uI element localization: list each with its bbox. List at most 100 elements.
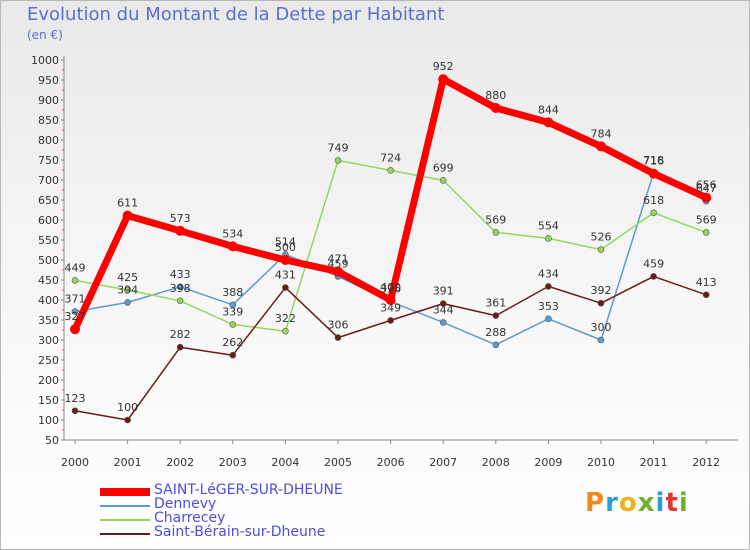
data-point-dennevy <box>176 283 184 291</box>
data-label-saint-le-ger-sur-dheune: 471 <box>328 253 349 266</box>
data-point-charrecey <box>334 157 342 164</box>
data-point-saint-le-ger-sur-dheune <box>227 241 238 252</box>
y-tick-label: 550 <box>38 234 59 247</box>
data-label-dennevy: 514 <box>275 235 296 248</box>
legend-label-charrecey: Charrecey <box>154 510 226 526</box>
data-label-dennevy: 396 <box>380 283 401 296</box>
y-tick-label: 850 <box>38 114 59 127</box>
x-tick-label: 2004 <box>271 456 299 469</box>
data-label-charrecey: 724 <box>380 151 401 164</box>
data-point-saint-be-rain-sur-dheune <box>124 416 131 424</box>
data-label-saint-le-ger-sur-dheune: 611 <box>117 197 138 210</box>
legend-label-saint-berain: Saint-Bérain-sur-Dheune <box>154 524 326 540</box>
data-label-saint-be-rain-sur-dheune: 282 <box>170 328 191 341</box>
x-tick-label: 2003 <box>219 456 247 469</box>
data-point-saint-le-ger-sur-dheune <box>385 295 396 305</box>
data-label-saint-be-rain-sur-dheune: 100 <box>117 401 138 414</box>
x-tick-label: 2010 <box>587 456 615 469</box>
data-label-dennevy: 394 <box>117 283 138 296</box>
data-point-dennevy <box>71 308 79 315</box>
data-point-charrecey <box>282 327 289 335</box>
data-point-saint-le-ger-sur-dheune <box>596 141 606 152</box>
x-tick-label: 2009 <box>534 456 562 469</box>
y-tick-label: 300 <box>38 334 59 347</box>
data-point-saint-be-rain-sur-dheune <box>597 299 605 307</box>
data-label-saint-be-rain-sur-dheune: 306 <box>328 319 349 332</box>
data-label-charrecey: 569 <box>485 213 506 226</box>
data-point-saint-le-ger-sur-dheune <box>438 74 449 85</box>
y-tick-label: 150 <box>38 394 59 407</box>
y-tick-label: 750 <box>38 154 59 167</box>
x-tick-label: 2001 <box>114 456 142 469</box>
data-label-saint-le-ger-sur-dheune: 784 <box>591 127 612 140</box>
line-chart: 50 100 150 200 250 300 350 400 450 500 550 600 650 70… <box>31 54 738 469</box>
data-point-saint-be-rain-sur-dheune <box>229 351 237 359</box>
data-label-charrecey: 449 <box>65 261 86 274</box>
data-point-saint-le-ger-sur-dheune <box>543 117 554 128</box>
data-label-charrecey: 554 <box>538 219 559 232</box>
data-label-charrecey: 425 <box>117 271 138 284</box>
y-tick-label: 350 <box>38 314 59 327</box>
x-tick-label: 2008 <box>482 456 510 469</box>
data-label-dennevy: 718 <box>643 154 664 167</box>
data-label-saint-be-rain-sur-dheune: 392 <box>591 284 612 297</box>
data-point-charrecey <box>71 277 79 284</box>
data-point-charrecey <box>229 321 237 328</box>
data-point-saint-be-rain-sur-dheune <box>176 343 184 351</box>
y-tick-label: 700 <box>38 174 59 187</box>
data-label-saint-le-ger-sur-dheune: 500 <box>275 241 296 254</box>
data-point-saint-le-ger-sur-dheune <box>701 192 712 203</box>
data-label-dennevy: 371 <box>65 293 86 306</box>
proxiti-logo: Proxiti <box>585 488 689 518</box>
data-label-saint-le-ger-sur-dheune: 534 <box>222 227 243 240</box>
x-tick-label: 2002 <box>166 456 194 469</box>
data-label-charrecey: 749 <box>328 141 349 154</box>
data-point-saint-le-ger-sur-dheune <box>648 168 659 179</box>
data-point-saint-le-ger-sur-dheune <box>122 210 133 221</box>
y-tick-label: 100 <box>38 414 59 427</box>
data-point-dennevy <box>492 341 500 349</box>
data-label-saint-le-ger-sur-dheune: 952 <box>433 60 454 73</box>
data-point-charrecey <box>124 286 131 294</box>
data-label-charrecey: 699 <box>433 161 454 174</box>
x-tick-label: 2012 <box>692 456 720 469</box>
data-label-dennevy: 433 <box>170 268 191 281</box>
data-label-saint-be-rain-sur-dheune: 434 <box>538 267 559 280</box>
data-point-dennevy <box>545 315 552 323</box>
data-point-saint-le-ger-sur-dheune <box>490 103 501 113</box>
data-label-saint-be-rain-sur-dheune: 391 <box>433 285 454 298</box>
legend-label-saint-leger: SAINT-LéGER-SUR-DHEUNE <box>154 482 343 498</box>
y-tick-label: 500 <box>38 254 59 267</box>
data-point-saint-be-rain-sur-dheune <box>387 317 394 324</box>
data-label-dennevy: 647 <box>696 182 717 195</box>
data-label-saint-le-ger-sur-dheune: 844 <box>538 103 559 116</box>
data-point-dennevy <box>439 319 447 326</box>
y-tick-label: 400 <box>38 294 59 307</box>
data-label-charrecey: 322 <box>275 312 296 325</box>
data-point-charrecey <box>176 297 184 305</box>
x-tick-label: 2005 <box>324 456 352 469</box>
data-label-saint-be-rain-sur-dheune: 459 <box>643 257 664 270</box>
data-label-charrecey: 526 <box>591 231 612 244</box>
data-point-saint-be-rain-sur-dheune <box>545 283 552 290</box>
chart-title: Evolution du Montant de la Dette par Hab… <box>27 4 445 25</box>
chart-subtitle: (en €) <box>27 28 63 42</box>
y-tick-label: 450 <box>38 274 59 287</box>
data-label-dennevy: 344 <box>433 303 454 316</box>
data-label-saint-le-ger-sur-dheune: 716 <box>643 155 664 168</box>
data-label-dennevy: 353 <box>538 300 559 313</box>
data-point-dennevy <box>124 299 131 306</box>
x-tick-label: 2000 <box>61 456 89 469</box>
x-tick-label: 2007 <box>429 456 457 469</box>
data-point-charrecey <box>702 229 710 236</box>
data-point-dennevy <box>229 301 237 309</box>
data-point-saint-be-rain-sur-dheune <box>439 300 447 307</box>
y-tick-label: 250 <box>38 354 59 367</box>
legend-swatch-charrecey <box>100 519 150 521</box>
y-tick-label: 900 <box>38 94 59 107</box>
data-label-saint-be-rain-sur-dheune: 361 <box>485 297 506 310</box>
data-label-charrecey: 339 <box>222 305 243 318</box>
legend-swatch-dennevy <box>100 505 150 507</box>
data-point-charrecey <box>545 235 552 242</box>
